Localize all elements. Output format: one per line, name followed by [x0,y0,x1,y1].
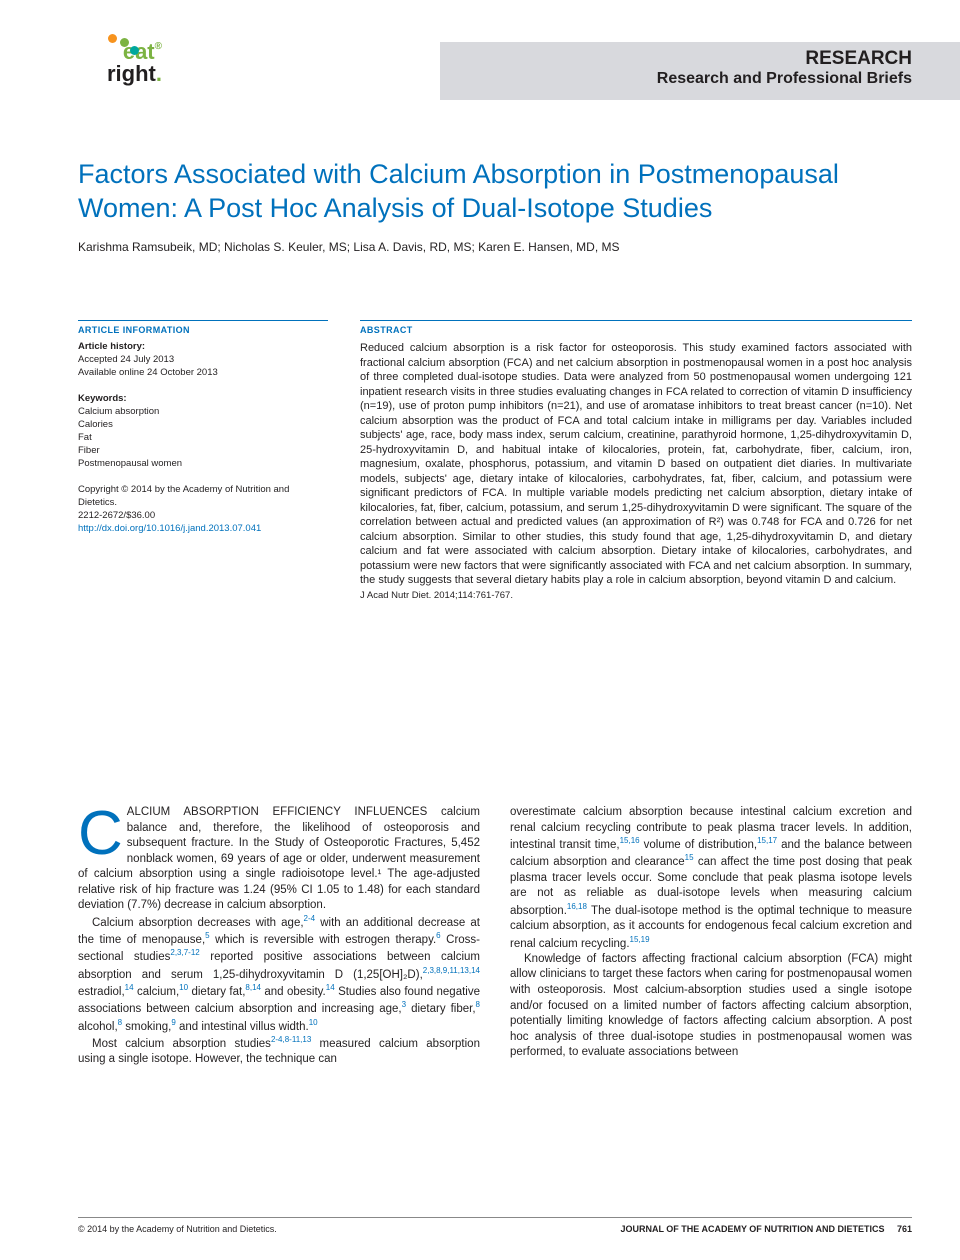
keyword: Fiber [78,445,328,458]
keyword: Fat [78,432,328,445]
logo-reg: ® [155,41,162,52]
keyword: Postmenopausal women [78,458,328,471]
history-label: Article history: [78,341,328,354]
body-p5: Knowledge of factors affecting fractiona… [510,952,912,1061]
body-p2: Calcium absorption decreases with age,2-… [78,914,480,1035]
logo-dot-1 [108,34,117,43]
header-bar: RESEARCH Research and Professional Brief… [440,42,960,100]
dropcap: C [78,805,127,860]
authors: Karishma Ramsubeik, MD; Nicholas S. Keul… [78,240,912,254]
keyword: Calories [78,419,328,432]
online-date: Available online 24 October 2013 [78,367,328,380]
logo-dot-2 [120,38,129,47]
copyright-block: Copyright © 2014 by the Academy of Nutri… [78,484,328,535]
abstract-text: Reduced calcium absorption is a risk fac… [360,341,912,588]
abstract-citation: J Acad Nutr Diet. 2014;114:761-767. [360,590,912,601]
footer-copyright: © 2014 by the Academy of Nutrition and D… [78,1224,277,1234]
logo-period: . [156,61,162,86]
article-info-column: ARTICLE INFORMATION Article history: Acc… [78,320,328,550]
accepted-date: Accepted 24 July 2013 [78,354,328,367]
logo-line2: right [107,61,156,86]
body-p3: Most calcium absorption studies2-4,8-11,… [78,1035,480,1068]
article-history: Article history: Accepted 24 July 2013 A… [78,341,328,379]
article-title: Factors Associated with Calcium Absorpti… [78,158,912,226]
footer: © 2014 by the Academy of Nutrition and D… [78,1217,912,1234]
keywords-label: Keywords: [78,393,328,406]
body-p4: overestimate calcium absorption because … [510,805,912,952]
footer-journal: JOURNAL OF THE ACADEMY OF NUTRITION AND … [620,1224,884,1234]
body-p1: CALCIUM ABSORPTION EFFICIENCY INFLUENCES… [78,805,480,914]
logo-dot-3 [130,46,139,55]
header-subtitle: Research and Professional Briefs [458,70,912,88]
keyword: Calcium absorption [78,406,328,419]
body-col-left: CALCIUM ABSORPTION EFFICIENCY INFLUENCES… [78,805,480,1068]
keywords-block: Keywords: Calcium absorption Calories Fa… [78,393,328,470]
footer-page: 761 [897,1224,912,1234]
title-block: Factors Associated with Calcium Absorpti… [78,158,912,254]
issn: 2212-2672/$36.00 [78,510,328,523]
article-info-label: ARTICLE INFORMATION [78,320,328,335]
copyright: Copyright © 2014 by the Academy of Nutri… [78,484,328,510]
brand-logo: eat® right. [78,42,168,100]
abstract-label: ABSTRACT [360,320,912,335]
header-research: RESEARCH [458,48,912,70]
body-col-right: overestimate calcium absorption because … [510,805,912,1068]
body-columns: CALCIUM ABSORPTION EFFICIENCY INFLUENCES… [78,805,912,1068]
doi-link[interactable]: http://dx.doi.org/10.1016/j.jand.2013.07… [78,523,328,536]
abstract-column: ABSTRACT Reduced calcium absorption is a… [360,320,912,601]
